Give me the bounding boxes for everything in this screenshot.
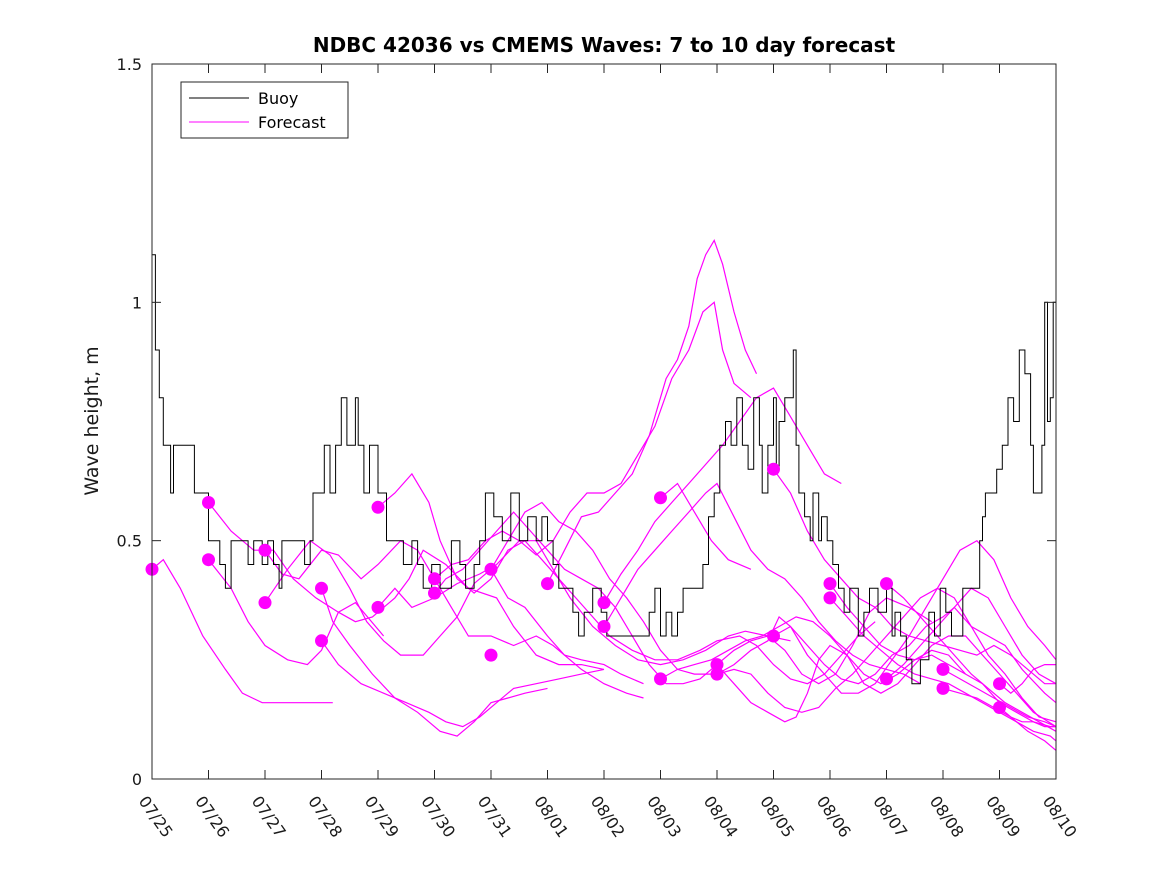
legend: Buoy Forecast (180, 81, 349, 139)
forecast-marker-17 (654, 672, 667, 686)
x-tick-label: 07/27 (248, 792, 290, 841)
forecast-line-15 (660, 482, 752, 570)
forecast-marker-5 (315, 581, 328, 595)
x-tick-label: 07/28 (304, 792, 346, 841)
forecast-line-17 (716, 635, 1057, 728)
forecast-marker-16 (654, 491, 667, 505)
forecast-marker-15 (597, 620, 611, 633)
legend-label-buoy: Buoy (258, 89, 298, 108)
forecast-line-22 (829, 597, 1057, 742)
forecast-marker-8 (371, 600, 385, 614)
forecast-marker-24 (880, 577, 893, 591)
forecast-marker-26 (936, 662, 950, 676)
forecast-line-18 (716, 606, 1057, 723)
forecast-line-12 (546, 238, 758, 584)
x-tick-label: 08/10 (1039, 792, 1081, 841)
x-tick-label: 07/30 (417, 792, 459, 841)
x-tick-label: 08/01 (530, 792, 572, 841)
legend-label-forecast: Forecast (258, 113, 326, 132)
forecast-line-11 (490, 501, 1057, 713)
forecast-line-28 (999, 707, 1056, 728)
y-tick-label: 0.5 (117, 532, 142, 551)
forecast-marker-3 (258, 543, 272, 557)
y-axis-label: Wave height, m (81, 346, 103, 495)
x-tick-label: 07/25 (135, 792, 177, 841)
forecast-marker-28 (993, 677, 1006, 691)
y-tick-label: 1 (132, 293, 142, 312)
forecast-marker-1 (202, 496, 215, 509)
forecast-marker-20 (767, 462, 780, 476)
forecast-line-6 (321, 640, 605, 728)
forecast-marker-9 (428, 572, 441, 586)
y-tick-label: 0 (132, 770, 142, 789)
forecast-line-2 (208, 502, 605, 670)
x-axis: 07/25 07/26 07/27 07/28 07/29 07/30 07/31 08/01… (135, 64, 1081, 841)
x-tick-label: 08/03 (643, 792, 685, 841)
forecast-marker-6 (315, 634, 328, 648)
x-tick-label: 08/08 (926, 792, 968, 841)
forecast-marker-23 (823, 591, 837, 605)
forecast-marker-22 (823, 577, 837, 591)
marker-layer (145, 462, 1006, 714)
x-tick-label: 08/07 (869, 792, 911, 841)
x-tick-label: 08/05 (756, 792, 798, 841)
forecast-marker-12 (484, 648, 498, 662)
forecast-marker-2 (202, 553, 215, 567)
chart-title: NDBC 42036 vs CMEMS Waves: 7 to 10 day f… (313, 33, 896, 57)
forecast-marker-27 (936, 681, 950, 695)
forecast-marker-21 (767, 629, 780, 643)
x-tick-label: 08/02 (587, 792, 629, 841)
series-layer (151, 238, 1057, 751)
forecast-marker-19 (710, 667, 724, 681)
x-tick-label: 07/26 (191, 792, 233, 841)
forecast-line-1 (208, 559, 385, 666)
x-tick-label: 08/06 (813, 792, 855, 841)
x-tick-label: 08/09 (982, 792, 1024, 841)
forecast-line-19 (773, 539, 1057, 694)
forecast-marker-14 (597, 596, 611, 610)
y-tick-label: 1.5 (117, 55, 142, 74)
forecast-line-10 (434, 301, 752, 580)
forecast-line-27 (999, 663, 1056, 694)
forecast-marker-7 (371, 500, 385, 514)
forecast-line-14 (603, 482, 921, 685)
forecast-marker-11 (484, 562, 498, 576)
forecast-line-23 (886, 583, 1057, 732)
forecast-line-5 (320, 588, 548, 737)
forecast-line-21 (829, 583, 1056, 728)
forecast-line-20 (773, 468, 1056, 685)
forecast-marker-10 (428, 586, 441, 600)
forecast-marker-13 (541, 577, 554, 591)
forecast-marker-4 (258, 596, 272, 610)
forecast-marker-25 (880, 672, 893, 686)
forecast-line-4 (264, 539, 644, 685)
forecast-line-7 (377, 540, 791, 666)
buoy-line (152, 254, 1057, 685)
forecast-marker-18 (710, 658, 724, 672)
legend-box (180, 81, 349, 139)
y-axis: 0 0.5 1 1.5 (117, 55, 1056, 789)
forecast-line-0 (151, 558, 333, 704)
x-tick-label: 07/29 (361, 792, 403, 841)
x-tick-label: 07/31 (474, 792, 516, 841)
x-tick-label: 08/04 (700, 792, 742, 841)
forecast-marker-29 (993, 701, 1006, 714)
